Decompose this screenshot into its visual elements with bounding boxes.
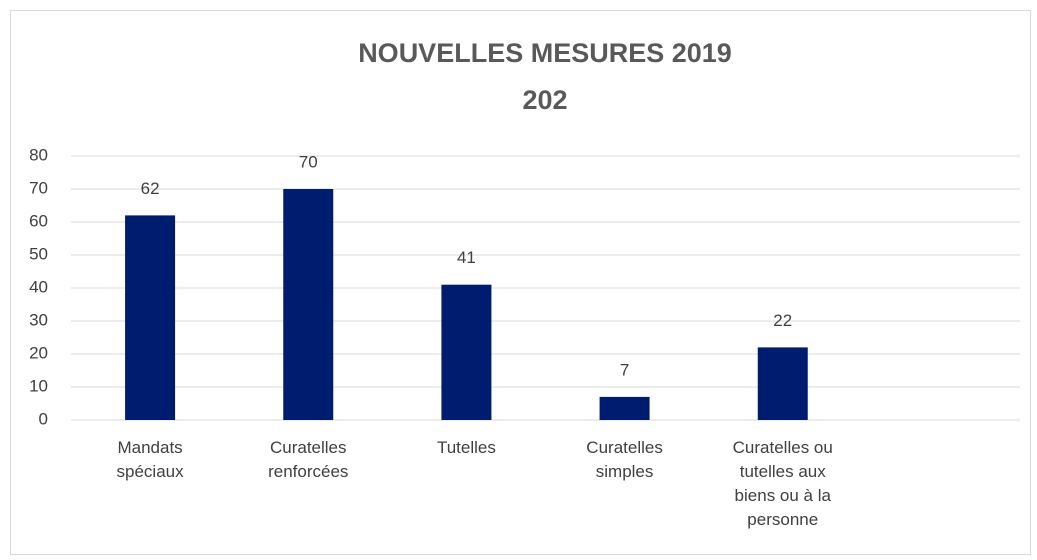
x-tick-label: Mandats spéciaux bbox=[116, 438, 184, 481]
chart-title: NOUVELLES MESURES 2019 bbox=[358, 38, 732, 68]
data-label: 62 bbox=[141, 179, 160, 198]
bar bbox=[599, 396, 650, 420]
y-tick-label: 0 bbox=[39, 409, 48, 428]
data-label: 7 bbox=[620, 360, 629, 379]
y-tick-label: 10 bbox=[29, 376, 48, 395]
y-tick-label: 50 bbox=[29, 244, 48, 263]
chart-subtitle: 202 bbox=[522, 85, 567, 115]
data-label: 70 bbox=[299, 152, 318, 171]
y-tick-label: 70 bbox=[29, 178, 48, 197]
bar bbox=[757, 347, 808, 420]
bar bbox=[441, 284, 492, 420]
y-tick-label: 40 bbox=[29, 277, 48, 296]
x-tick-label: Curatelles renforcées bbox=[268, 438, 349, 481]
bar bbox=[283, 189, 334, 420]
x-tick-label: Curatelles ou tutelles aux biens ou à la… bbox=[732, 438, 833, 529]
y-tick-label: 80 bbox=[29, 145, 48, 164]
data-label: 22 bbox=[773, 311, 792, 330]
y-tick-label: 30 bbox=[29, 310, 48, 329]
y-tick-label: 60 bbox=[29, 211, 48, 230]
data-label: 41 bbox=[457, 248, 476, 267]
x-tick-label: Curatelles simples bbox=[586, 438, 663, 481]
chart-frame bbox=[10, 10, 1031, 555]
bar bbox=[125, 215, 176, 420]
x-tick-label: Tutelles bbox=[436, 438, 496, 457]
y-tick-label: 20 bbox=[29, 343, 48, 362]
